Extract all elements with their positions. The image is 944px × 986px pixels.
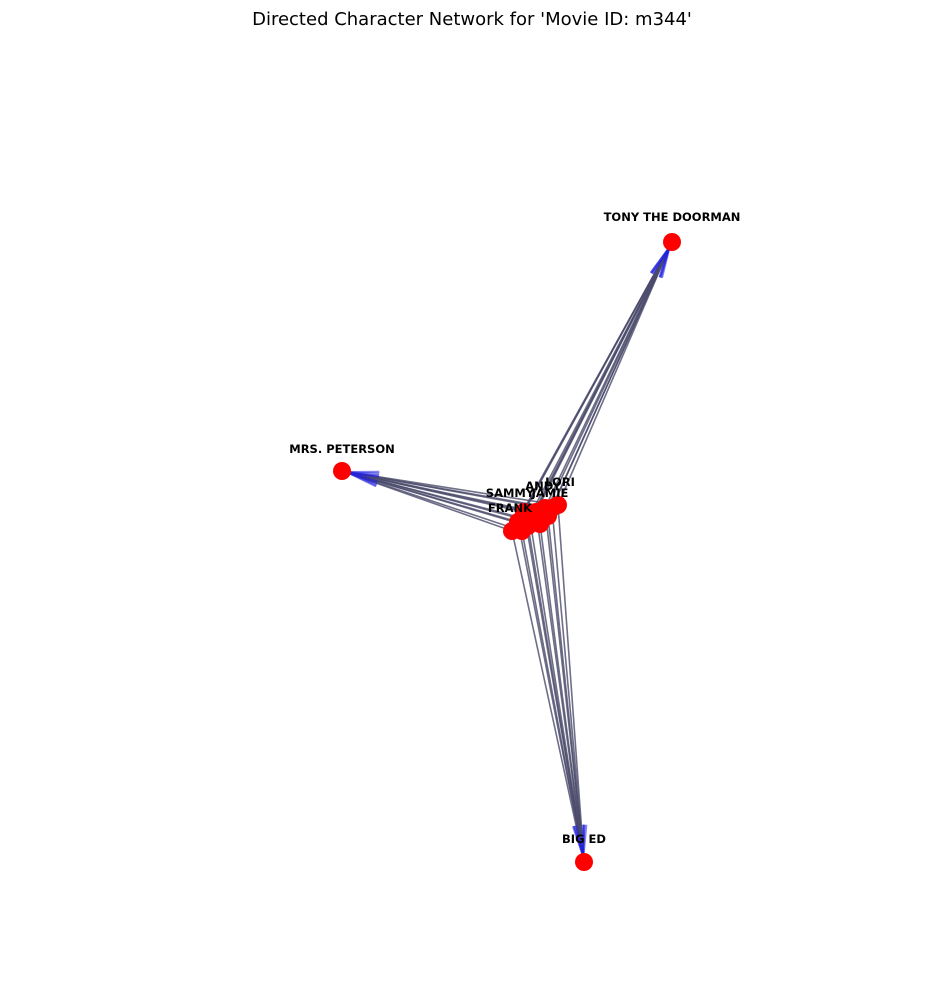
node-label: FRANK: [488, 501, 533, 515]
chart-title: Directed Character Network for 'Movie ID…: [252, 9, 692, 30]
edge-line: [527, 525, 585, 863]
node-marker: [333, 462, 351, 480]
edges-layer: [341, 241, 673, 863]
node-label: BIG ED: [562, 832, 606, 846]
node-marker: [663, 233, 681, 251]
nodes-layer: [333, 233, 681, 871]
edge-line: [557, 504, 585, 863]
arrowhead: [658, 247, 670, 278]
arrowhead: [348, 471, 380, 478]
node-marker: [575, 853, 593, 871]
edge-line: [341, 470, 549, 517]
node-label: TONY THE DOORMAN: [604, 210, 741, 224]
node-marker: [531, 515, 549, 533]
edge-line: [551, 241, 673, 509]
arrowhead: [571, 825, 584, 856]
node-label: ANDY: [525, 479, 561, 493]
edge-line: [551, 507, 585, 863]
arrowhead: [348, 471, 377, 488]
node-marker: [536, 499, 554, 517]
edge-line: [517, 521, 585, 863]
node-marker: [503, 522, 521, 540]
node-label: SAMMY: [486, 486, 535, 500]
node-label: MRS. PETERSON: [289, 442, 394, 456]
edge-line: [527, 241, 673, 527]
node-marker: [515, 503, 533, 521]
edge-line: [517, 241, 673, 523]
node-label: LORI: [545, 475, 575, 489]
arrowheads-layer: [348, 247, 671, 856]
labels-layer: TONY THE DOORMAN MRS. PETERSON BIG ED LORIA…: [289, 210, 740, 846]
edge-line: [511, 530, 585, 863]
node-label: JAMIE: [531, 486, 569, 500]
arrowhead: [649, 247, 670, 274]
edge-line: [535, 511, 585, 863]
